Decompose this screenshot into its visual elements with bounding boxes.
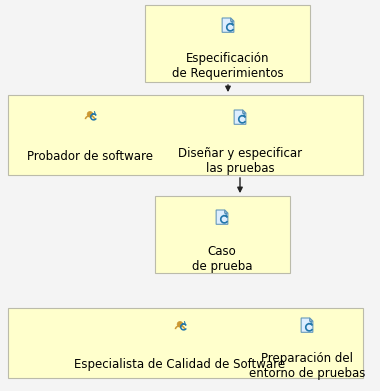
Polygon shape [225,210,228,213]
Circle shape [87,111,93,117]
Polygon shape [242,110,246,113]
FancyBboxPatch shape [155,196,290,273]
Polygon shape [301,318,313,332]
Polygon shape [310,318,313,321]
FancyBboxPatch shape [8,95,363,175]
Polygon shape [231,18,234,21]
Text: Preparación del
entorno de pruebas: Preparación del entorno de pruebas [249,352,365,380]
Polygon shape [216,210,228,224]
Text: Caso
de prueba: Caso de prueba [192,245,252,273]
Text: Especialista de Calidad de Software: Especialista de Calidad de Software [74,358,285,371]
FancyBboxPatch shape [8,308,363,378]
FancyBboxPatch shape [145,5,310,82]
Circle shape [177,321,183,327]
Polygon shape [234,110,246,124]
Text: Probador de software: Probador de software [27,150,153,163]
Text: Diseñar y especificar
las pruebas: Diseñar y especificar las pruebas [178,147,302,175]
Polygon shape [222,18,234,32]
Text: Especificación
de Requerimientos: Especificación de Requerimientos [172,52,284,80]
